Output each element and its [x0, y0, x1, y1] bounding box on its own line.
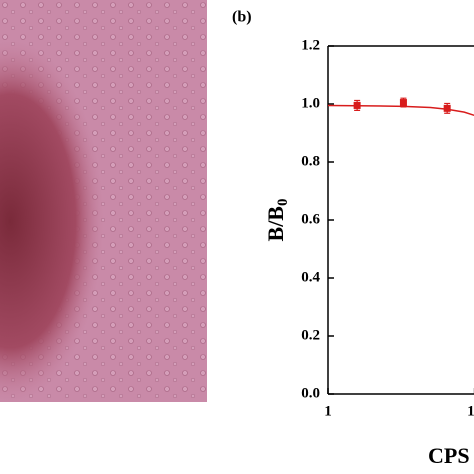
- data-point: [399, 99, 407, 107]
- micrograph: [0, 0, 207, 402]
- y-tick-label: 0.8: [301, 153, 320, 169]
- y-axis-label: B/B0: [263, 199, 291, 242]
- y-tick-label: 0.2: [301, 327, 320, 343]
- x-tick-label: 10: [467, 403, 474, 419]
- y-tick-label: 0.6: [301, 211, 320, 227]
- panel-label: (b): [232, 9, 252, 26]
- y-tick-label: 0.0: [301, 385, 320, 401]
- y-tick-label: 0.4: [301, 269, 320, 285]
- x-axis-label: CPS: [428, 443, 470, 468]
- y-tick-label: 1.0: [301, 95, 320, 111]
- y-tick-label: 1.2: [301, 37, 320, 53]
- x-tick-label: 1: [324, 403, 332, 419]
- fit-line: [327, 104, 474, 117]
- data-point: [443, 104, 451, 112]
